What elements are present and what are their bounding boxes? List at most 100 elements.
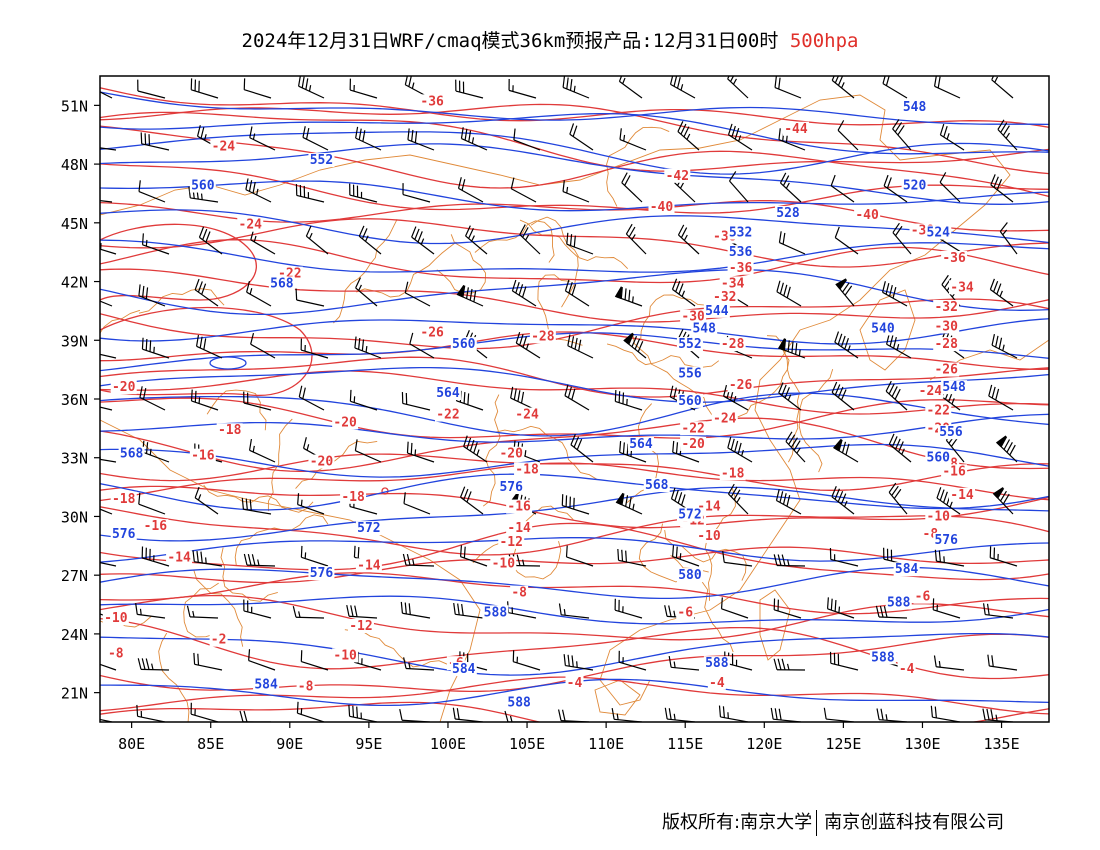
temperature-contour bbox=[100, 268, 1049, 323]
wind-barb bbox=[615, 492, 643, 515]
contour-label-bg bbox=[933, 299, 960, 314]
contour-label-bg bbox=[450, 337, 477, 352]
wind-barb bbox=[888, 482, 908, 515]
temperature-label: -32 bbox=[934, 300, 957, 315]
contour-label-bg bbox=[885, 595, 912, 610]
contour-label-bg bbox=[237, 217, 264, 232]
temperature-contour bbox=[100, 617, 1049, 680]
lat-tick-label: 24N bbox=[61, 626, 88, 644]
contour-label-bg bbox=[110, 491, 137, 506]
wind-barb bbox=[135, 603, 166, 619]
temperature-contour bbox=[100, 239, 1049, 284]
wind-barb bbox=[778, 231, 806, 255]
temperature-contour bbox=[100, 223, 257, 301]
height-label: 584 bbox=[254, 678, 278, 693]
lon-tick-label: 125E bbox=[825, 735, 861, 753]
contour-label-bg bbox=[506, 499, 533, 514]
temperature-label: -14 bbox=[950, 488, 974, 503]
wind-barb bbox=[982, 603, 1014, 619]
wind-barb bbox=[195, 334, 223, 359]
lon-tick-label: 135E bbox=[983, 735, 1019, 753]
contour-label-bg bbox=[707, 675, 726, 690]
height-contour bbox=[100, 537, 1049, 563]
temperature-label: -10 bbox=[104, 611, 128, 626]
contour-label-bg bbox=[933, 532, 960, 547]
country-border bbox=[267, 418, 293, 512]
temperature-label: -44 bbox=[784, 122, 808, 137]
wind-barb bbox=[305, 225, 329, 255]
wind-barb bbox=[465, 225, 488, 255]
temperature-label: -24 bbox=[919, 384, 943, 399]
wind-barb bbox=[785, 431, 806, 463]
contour-label-bg bbox=[189, 448, 216, 463]
height-label: 568 bbox=[645, 478, 669, 493]
province-border bbox=[344, 629, 454, 672]
wind-barb bbox=[460, 127, 488, 151]
temperature-label: -4 bbox=[899, 662, 915, 677]
temperature-contour bbox=[100, 485, 1049, 529]
contour-label-bg bbox=[703, 303, 730, 318]
contour-label-bg bbox=[506, 695, 533, 710]
wind-barb bbox=[402, 553, 435, 567]
temperature-label: -40 bbox=[855, 208, 879, 223]
temperature-contour bbox=[100, 417, 1049, 473]
lon-tick-label: 80E bbox=[118, 735, 145, 753]
contour-label-bg bbox=[941, 380, 968, 395]
height-label: 544 bbox=[705, 304, 729, 319]
contour-label-bg bbox=[680, 436, 707, 451]
wind-barb bbox=[349, 78, 378, 99]
country-border bbox=[220, 547, 278, 602]
temperature-label: -20 bbox=[310, 455, 334, 470]
wind-barb bbox=[404, 281, 431, 307]
wind-barb bbox=[999, 222, 1018, 255]
wind-barb bbox=[298, 76, 325, 99]
country-border bbox=[158, 632, 190, 722]
wind-barb bbox=[566, 232, 594, 255]
height-contour bbox=[100, 332, 1049, 372]
height-label: 584 bbox=[895, 562, 919, 577]
lon-tick-label: 85E bbox=[197, 735, 224, 753]
wind-barb bbox=[939, 172, 961, 203]
temperature-label: -10 bbox=[927, 509, 951, 524]
map-frame bbox=[99, 75, 1050, 723]
wind-barb bbox=[823, 707, 855, 722]
temperature-label: -12 bbox=[499, 535, 522, 550]
contour-label-bg bbox=[691, 321, 718, 336]
wind-barb bbox=[239, 710, 272, 722]
temperature-contour bbox=[100, 572, 1049, 615]
contour-label-bg bbox=[648, 200, 675, 215]
lat-tick-label: 36N bbox=[61, 391, 88, 409]
lon-tick-label: 105E bbox=[509, 735, 545, 753]
wind-barb bbox=[837, 120, 859, 151]
temperature-label: -42 bbox=[666, 169, 689, 184]
wind-barb bbox=[137, 79, 166, 99]
copyright-footer: 版权所有:南京大学 南京创蓝科技有限公司 bbox=[662, 808, 1004, 836]
lon-tick-label: 115E bbox=[667, 735, 703, 753]
contour-label-bg bbox=[102, 611, 129, 626]
temperature-label: -14 bbox=[507, 521, 531, 536]
province-border bbox=[436, 234, 487, 294]
copyright-right: 南京创蓝科技有限公司 bbox=[824, 812, 1005, 833]
contour-label-bg bbox=[711, 411, 738, 426]
contour-label-bg bbox=[106, 646, 125, 661]
wind-barb bbox=[834, 331, 859, 359]
contour-label-bg bbox=[189, 178, 216, 193]
lat-tick-label: 48N bbox=[61, 156, 88, 174]
contour-label-bg bbox=[901, 178, 928, 193]
wind-barb bbox=[248, 438, 276, 463]
country-border bbox=[100, 309, 141, 335]
contour-label-bg bbox=[565, 675, 584, 690]
contour-label-bg bbox=[355, 558, 382, 573]
height-contour bbox=[100, 413, 1049, 443]
contour-label-bg bbox=[664, 168, 691, 183]
province-border bbox=[203, 484, 314, 513]
contour-label-bg bbox=[482, 605, 509, 620]
height-contour bbox=[100, 131, 1049, 175]
contour-label-bg bbox=[355, 521, 382, 536]
page-title: 2024年12月31日WRF/cmaq模式36km预报产品:12月31日00时 … bbox=[0, 26, 1100, 53]
contour-label-bg bbox=[869, 321, 896, 336]
contour-label-bg bbox=[209, 632, 228, 647]
wind-barb bbox=[991, 333, 1018, 359]
wind-barb bbox=[100, 243, 117, 255]
contour-label-bg bbox=[676, 568, 703, 583]
